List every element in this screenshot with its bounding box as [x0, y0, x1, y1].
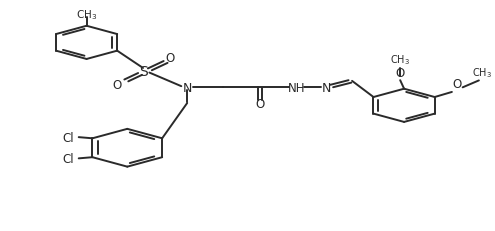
Text: N: N: [183, 82, 192, 94]
Text: O: O: [396, 66, 405, 79]
Text: Cl: Cl: [62, 152, 74, 165]
Text: S: S: [139, 64, 148, 78]
Text: CH$_3$: CH$_3$: [76, 8, 97, 21]
Text: CH$_3$: CH$_3$: [472, 65, 493, 79]
Text: NH: NH: [288, 82, 305, 94]
Text: N: N: [322, 82, 331, 94]
Text: O: O: [452, 77, 461, 90]
Text: CH$_3$: CH$_3$: [390, 53, 410, 66]
Text: O: O: [112, 78, 122, 91]
Text: O: O: [165, 51, 174, 64]
Text: O: O: [255, 97, 264, 110]
Text: Cl: Cl: [62, 131, 74, 144]
